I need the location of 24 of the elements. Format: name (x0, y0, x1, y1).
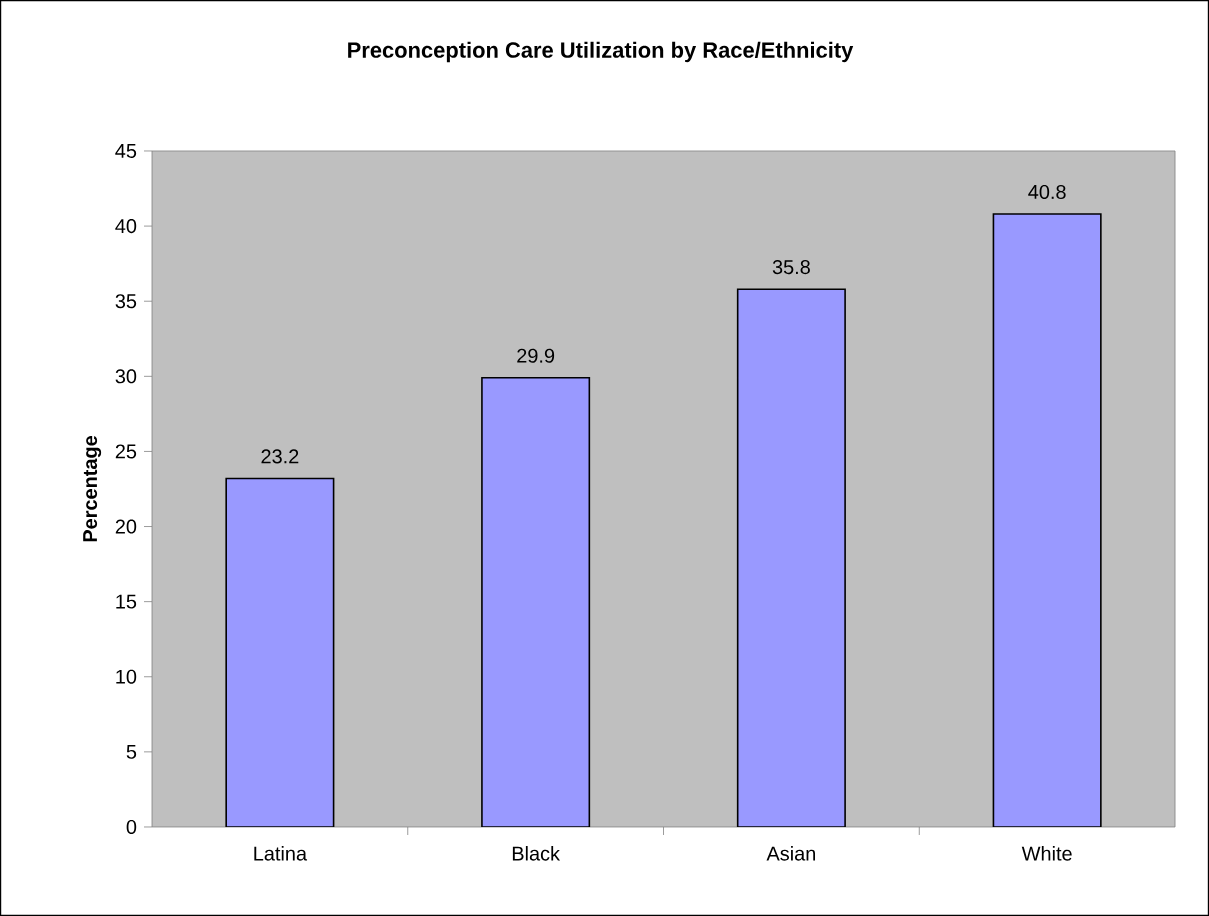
bar (736, 288, 846, 827)
y-tick-label: 20 (115, 519, 137, 534)
y-tick-label: 15 (116, 594, 137, 609)
x-tick-label: White (1021, 846, 1072, 861)
data-label: 29.9 (517, 348, 555, 363)
x-tick-label: Latina (254, 846, 308, 861)
x-tick-label: Asian (766, 846, 815, 861)
y-axis-title: Percentage (83, 435, 102, 542)
y-tick-label: 35 (115, 294, 137, 309)
y-tick-label: 40 (115, 219, 137, 234)
y-tick-label: 45 (115, 144, 137, 158)
x-tick-label: Black (512, 846, 561, 861)
data-label: 40.8 (1028, 184, 1066, 200)
bar (992, 213, 1102, 827)
bar (481, 377, 591, 827)
y-tick-label: 30 (115, 369, 137, 384)
y-tick-label: 0 (126, 819, 137, 835)
y-tick-label: 10 (116, 669, 137, 684)
bar (225, 477, 335, 827)
data-label: 35.8 (772, 260, 810, 275)
y-tick-label: 25 (115, 444, 137, 459)
data-label: 23.2 (261, 449, 299, 464)
chart-title: Preconception Care Utilization by Race/Ethnicity (348, 41, 854, 63)
y-tick-label: 5 (126, 744, 137, 759)
